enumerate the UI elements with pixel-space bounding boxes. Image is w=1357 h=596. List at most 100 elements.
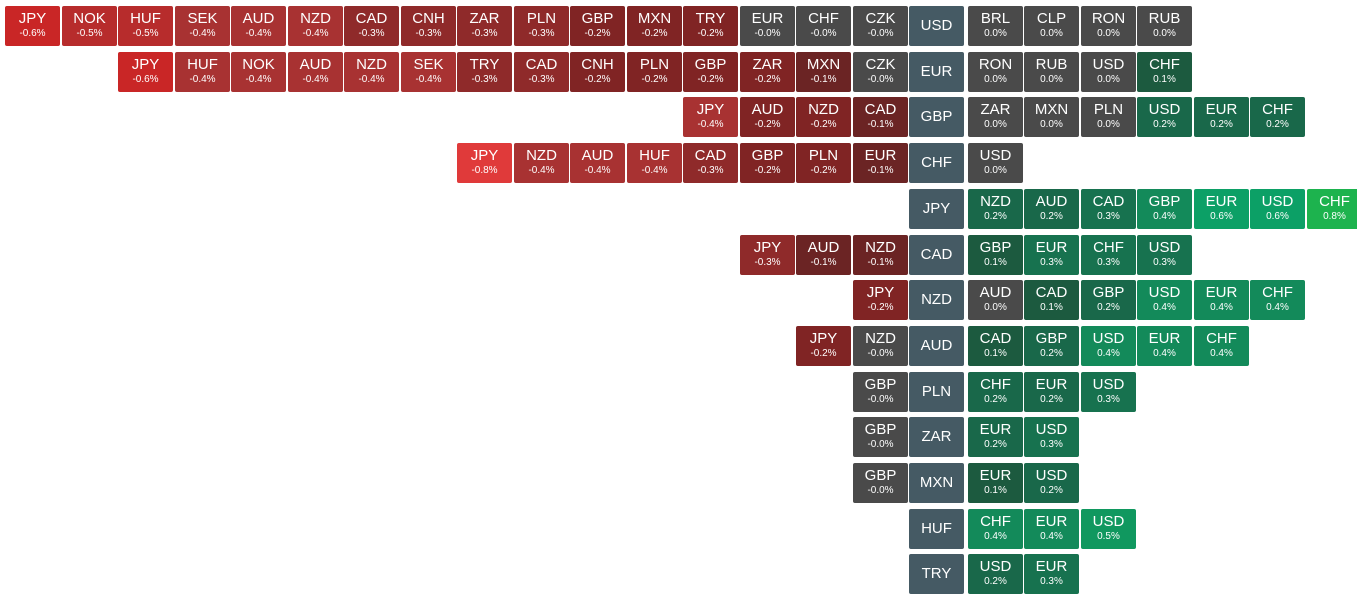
pair-cell-aud[interactable]: AUD -0.4%	[288, 52, 343, 92]
pair-cell-usd[interactable]: USD 0.2%	[1024, 463, 1079, 503]
pair-cell-nok[interactable]: NOK -0.4%	[231, 52, 286, 92]
pair-cell-mxn[interactable]: MXN 0.0%	[1024, 97, 1079, 137]
pair-cell-usd[interactable]: USD 0.3%	[1024, 417, 1079, 457]
pair-cell-huf[interactable]: HUF -0.5%	[118, 6, 173, 46]
pair-cell-usd[interactable]: USD 0.5%	[1081, 509, 1136, 549]
pair-cell-mxn[interactable]: MXN -0.2%	[627, 6, 682, 46]
pair-cell-gbp[interactable]: GBP -0.2%	[740, 143, 795, 183]
pair-cell-aud[interactable]: AUD 0.0%	[968, 280, 1023, 320]
pair-cell-aud[interactable]: AUD -0.4%	[231, 6, 286, 46]
pair-cell-zar[interactable]: ZAR -0.2%	[740, 52, 795, 92]
pair-cell-nzd[interactable]: NZD -0.4%	[288, 6, 343, 46]
pair-cell-sek[interactable]: SEK -0.4%	[401, 52, 456, 92]
pair-cell-usd[interactable]: USD 0.2%	[1137, 97, 1192, 137]
pair-cell-nzd[interactable]: NZD 0.2%	[968, 189, 1023, 229]
pair-cell-eur[interactable]: EUR 0.4%	[1194, 280, 1249, 320]
pair-cell-aud[interactable]: AUD -0.2%	[740, 97, 795, 137]
pair-cell-nok[interactable]: NOK -0.5%	[62, 6, 117, 46]
pair-cell-cnh[interactable]: CNH -0.2%	[570, 52, 625, 92]
pair-cell-zar[interactable]: ZAR 0.0%	[968, 97, 1023, 137]
pair-cell-usd[interactable]: USD 0.4%	[1137, 280, 1192, 320]
pair-cell-czk[interactable]: CZK -0.0%	[853, 52, 908, 92]
pair-cell-aud[interactable]: AUD 0.2%	[1024, 189, 1079, 229]
pair-cell-usd[interactable]: USD 0.3%	[1081, 372, 1136, 412]
pair-cell-czk[interactable]: CZK -0.0%	[853, 6, 908, 46]
pair-cell-gbp[interactable]: GBP 0.2%	[1024, 326, 1079, 366]
pair-cell-sek[interactable]: SEK -0.4%	[175, 6, 230, 46]
pair-cell-clp[interactable]: CLP 0.0%	[1024, 6, 1079, 46]
pair-cell-eur[interactable]: EUR 0.2%	[1194, 97, 1249, 137]
pair-cell-cad[interactable]: CAD -0.3%	[683, 143, 738, 183]
pair-cell-eur[interactable]: EUR -0.1%	[853, 143, 908, 183]
pair-cell-usd[interactable]: USD 0.6%	[1250, 189, 1305, 229]
pair-cell-gbp[interactable]: GBP 0.4%	[1137, 189, 1192, 229]
pair-cell-gbp[interactable]: GBP -0.2%	[683, 52, 738, 92]
pair-cell-cad[interactable]: CAD -0.1%	[853, 97, 908, 137]
pair-cell-usd[interactable]: USD 0.4%	[1081, 326, 1136, 366]
pair-cell-pln[interactable]: PLN -0.2%	[627, 52, 682, 92]
pair-cell-mxn[interactable]: MXN -0.1%	[796, 52, 851, 92]
pair-cell-eur[interactable]: EUR -0.0%	[740, 6, 795, 46]
pair-cell-ron[interactable]: RON 0.0%	[968, 52, 1023, 92]
pair-cell-jpy[interactable]: JPY -0.6%	[5, 6, 60, 46]
pair-cell-chf[interactable]: CHF 0.4%	[1194, 326, 1249, 366]
pair-cell-gbp[interactable]: GBP -0.0%	[853, 463, 908, 503]
pair-cell-eur[interactable]: EUR 0.4%	[1024, 509, 1079, 549]
pair-cell-chf[interactable]: CHF 0.1%	[1137, 52, 1192, 92]
pair-cell-chf[interactable]: CHF 0.8%	[1307, 189, 1357, 229]
pair-cell-chf[interactable]: CHF 0.3%	[1081, 235, 1136, 275]
pair-cell-chf[interactable]: CHF 0.2%	[1250, 97, 1305, 137]
pair-cell-eur[interactable]: EUR 0.2%	[1024, 372, 1079, 412]
pair-cell-jpy[interactable]: JPY -0.2%	[796, 326, 851, 366]
pair-cell-brl[interactable]: BRL 0.0%	[968, 6, 1023, 46]
pair-cell-aud[interactable]: AUD -0.1%	[796, 235, 851, 275]
pair-cell-chf[interactable]: CHF 0.2%	[968, 372, 1023, 412]
pair-cell-nzd[interactable]: NZD -0.4%	[344, 52, 399, 92]
pair-cell-gbp[interactable]: GBP -0.0%	[853, 372, 908, 412]
pair-cell-cad[interactable]: CAD 0.1%	[968, 326, 1023, 366]
pair-cell-huf[interactable]: HUF -0.4%	[175, 52, 230, 92]
pair-cell-jpy[interactable]: JPY -0.4%	[683, 97, 738, 137]
pair-cell-pln[interactable]: PLN -0.3%	[514, 6, 569, 46]
pair-cell-chf[interactable]: CHF 0.4%	[1250, 280, 1305, 320]
pair-cell-cad[interactable]: CAD 0.1%	[1024, 280, 1079, 320]
pair-cell-pln[interactable]: PLN 0.0%	[1081, 97, 1136, 137]
pair-cell-eur[interactable]: EUR 0.6%	[1194, 189, 1249, 229]
pair-cell-rub[interactable]: RUB 0.0%	[1024, 52, 1079, 92]
pair-cell-nzd[interactable]: NZD -0.0%	[853, 326, 908, 366]
pair-cell-eur[interactable]: EUR 0.2%	[968, 417, 1023, 457]
pair-cell-gbp[interactable]: GBP -0.0%	[853, 417, 908, 457]
pair-cell-nzd[interactable]: NZD -0.1%	[853, 235, 908, 275]
pair-cell-jpy[interactable]: JPY -0.8%	[457, 143, 512, 183]
pair-cell-chf[interactable]: CHF 0.4%	[968, 509, 1023, 549]
pair-cell-usd[interactable]: USD 0.0%	[1081, 52, 1136, 92]
pair-cell-gbp[interactable]: GBP 0.2%	[1081, 280, 1136, 320]
pair-cell-huf[interactable]: HUF -0.4%	[627, 143, 682, 183]
pair-cell-try[interactable]: TRY -0.2%	[683, 6, 738, 46]
pair-cell-cad[interactable]: CAD 0.3%	[1081, 189, 1136, 229]
pair-cell-jpy[interactable]: JPY -0.2%	[853, 280, 908, 320]
pair-cell-pln[interactable]: PLN -0.2%	[796, 143, 851, 183]
pair-cell-cnh[interactable]: CNH -0.3%	[401, 6, 456, 46]
pair-cell-rub[interactable]: RUB 0.0%	[1137, 6, 1192, 46]
pair-cell-nzd[interactable]: NZD -0.2%	[796, 97, 851, 137]
pair-cell-eur[interactable]: EUR 0.3%	[1024, 554, 1079, 594]
pair-cell-cad[interactable]: CAD -0.3%	[344, 6, 399, 46]
pair-cell-eur[interactable]: EUR 0.3%	[1024, 235, 1079, 275]
pair-cell-try[interactable]: TRY -0.3%	[457, 52, 512, 92]
pair-cell-usd[interactable]: USD 0.0%	[968, 143, 1023, 183]
pair-cell-gbp[interactable]: GBP 0.1%	[968, 235, 1023, 275]
pair-cell-usd[interactable]: USD 0.3%	[1137, 235, 1192, 275]
pair-cell-nzd[interactable]: NZD -0.4%	[514, 143, 569, 183]
pair-cell-cad[interactable]: CAD -0.3%	[514, 52, 569, 92]
pair-cell-gbp[interactable]: GBP -0.2%	[570, 6, 625, 46]
pair-cell-eur[interactable]: EUR 0.4%	[1137, 326, 1192, 366]
pair-cell-zar[interactable]: ZAR -0.3%	[457, 6, 512, 46]
pair-cell-aud[interactable]: AUD -0.4%	[570, 143, 625, 183]
pair-cell-usd[interactable]: USD 0.2%	[968, 554, 1023, 594]
pair-cell-chf[interactable]: CHF -0.0%	[796, 6, 851, 46]
pair-cell-jpy[interactable]: JPY -0.3%	[740, 235, 795, 275]
pair-cell-eur[interactable]: EUR 0.1%	[968, 463, 1023, 503]
pair-cell-ron[interactable]: RON 0.0%	[1081, 6, 1136, 46]
pair-cell-jpy[interactable]: JPY -0.6%	[118, 52, 173, 92]
